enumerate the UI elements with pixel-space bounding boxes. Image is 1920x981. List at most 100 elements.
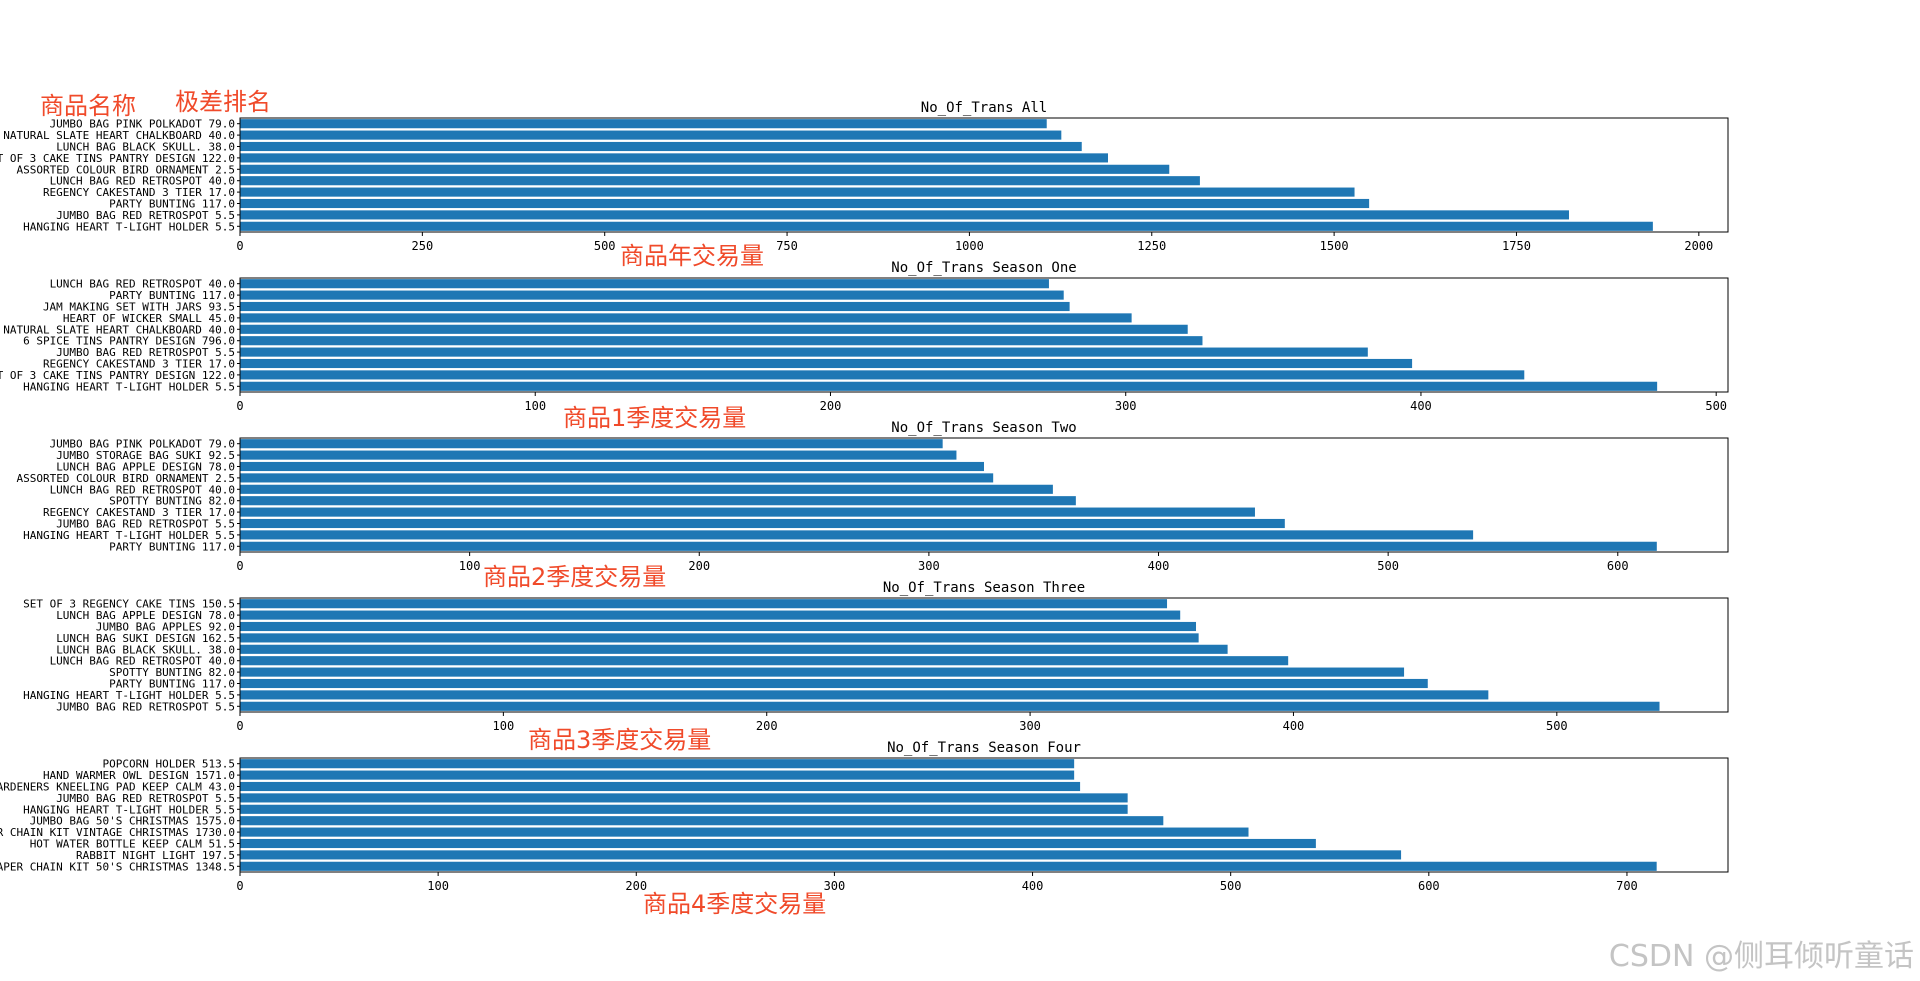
category-label: JUMBO BAG RED RETROSPOT 5.5 [56,700,235,713]
bar [240,370,1525,380]
annotation-panel-4: 商品3季度交易量 [528,726,712,754]
x-tick-label: 300 [1019,719,1041,733]
category-label: LUNCH BAG BLACK SKULL. 38.0 [56,141,235,154]
bar [240,187,1355,197]
bar [240,279,1049,289]
category-label: LUNCH BAG RED RETROSPOT 40.0 [50,483,235,496]
bar [240,667,1405,677]
x-tick-label: 0 [236,719,243,733]
category-label: NATURAL SLATE HEART CHALKBOARD 40.0 [3,129,235,142]
category-label: RABBIT NIGHT LIGHT 197.5 [76,849,235,862]
bar [240,644,1228,654]
bar [240,838,1316,849]
x-tick-label: 750 [776,239,798,253]
bar [240,850,1402,860]
x-tick-label: 100 [427,879,449,893]
bar [240,130,1062,140]
x-tick-label: 400 [1022,879,1044,893]
annotation-product-name: 商品名称 [40,92,136,120]
bar [240,759,1075,769]
category-label: HOT WATER BOTTLE KEEP CALM 51.5 [30,838,235,851]
category-label: JUMBO BAG RED RETROSPOT 5.5 [56,209,235,222]
x-tick-label: 500 [1546,719,1568,733]
bar [240,781,1081,792]
axes-frame [239,757,1729,873]
x-tick-label: 0 [236,239,243,253]
bar [240,770,1075,780]
bar [240,530,1474,540]
category-label: REGENCY CAKESTAND 3 TIER 17.0 [43,358,235,371]
category-label: REGENCY CAKESTAND 3 TIER 17.0 [43,506,235,519]
category-label: ASSORTED COLOUR BIRD ORNAMENT 2.5 [16,163,235,176]
category-label: JUMBO BAG PINK POLKADOT 79.0 [50,438,235,451]
x-tick-label: 500 [1377,559,1399,573]
bar [240,439,943,449]
chart-title: No_Of_Trans Season One [891,260,1076,276]
x-tick-label: 600 [1607,559,1629,573]
annotation-range-rank: 极差排名 [175,88,271,116]
category-label: SET OF 3 CAKE TINS PANTRY DESIGN 122.0 [0,369,235,382]
category-label: ASSORTED COLOUR BIRD ORNAMENT 2.5 [16,472,235,485]
bar [240,804,1128,814]
category-label: LUNCH BAG APPLE DESIGN 78.0 [56,609,235,622]
category-label: JUMBO BAG RED RETROSPOT 5.5 [56,792,235,805]
bar [240,678,1428,689]
axes-frame [239,437,1729,553]
bar [240,793,1128,803]
bar [240,381,1658,391]
x-tick-label: 100 [524,399,546,413]
category-label: PARTY BUNTING 117.0 [109,678,235,691]
bar [240,461,984,472]
category-label: 6 SPICE TINS PANTRY DESIGN 796.0 [23,335,235,348]
x-tick-label: 200 [756,719,778,733]
bar [240,324,1188,334]
bar [240,496,1076,506]
category-label: JUMBO BAG RED RETROSPOT 5.5 [56,518,235,531]
bar [240,701,1660,711]
category-label: NATURAL SLATE HEART CHALKBOARD 40.0 [3,323,235,336]
x-tick-label: 1000 [955,239,984,253]
category-label: SET OF 3 REGENCY CAKE TINS 150.5 [23,598,235,611]
x-tick-label: 100 [459,559,481,573]
watermark: CSDN @侧耳倾听童话 [1608,939,1914,974]
x-tick-label: 0 [236,879,243,893]
annotation-panel-2: 商品1季度交易量 [563,404,747,432]
category-label: GARDENERS KNEELING PAD KEEP CALM 43.0 [0,781,235,794]
x-tick-label: 1500 [1320,239,1349,253]
category-label: HEART OF WICKER SMALL 45.0 [63,312,235,325]
bar [240,450,957,460]
x-tick-label: 600 [1418,879,1440,893]
category-label: POPCORN HOLDER 513.5 [103,758,235,771]
bar [240,621,1197,632]
bar [240,484,1053,494]
category-label: JUMBO BAG RED RETROSPOT 5.5 [56,346,235,359]
axes-frame [239,117,1729,233]
category-label: PAPER CHAIN KIT 50'S CHRISTMAS 1348.5 [0,860,235,873]
bar [240,827,1249,837]
category-label: PARTY BUNTING 117.0 [109,540,235,553]
bar [240,221,1653,231]
chart-title: No_Of_Trans Season Two [891,420,1076,436]
bar [240,518,1285,529]
chart-title: No_Of_Trans All [921,100,1047,116]
category-label: PARTY BUNTING 117.0 [109,198,235,211]
category-label: HANGING HEART T-LIGHT HOLDER 5.5 [23,529,235,542]
x-tick-label: 0 [236,559,243,573]
x-tick-label: 500 [594,239,616,253]
bar [240,210,1569,220]
category-label: LUNCH BAG RED RETROSPOT 40.0 [50,278,235,291]
bar [240,541,1657,551]
x-tick-label: 200 [625,879,647,893]
x-tick-label: 250 [412,239,434,253]
bar [240,861,1657,871]
bar [240,358,1413,369]
bar [240,656,1289,666]
category-label: SPOTTY BUNTING 82.0 [109,495,235,508]
bar [240,633,1199,643]
category-label: JUMBO BAG PINK POLKADOT 79.0 [50,118,235,131]
annotation-panel-1: 商品年交易量 [620,242,764,270]
category-label: HANGING HEART T-LIGHT HOLDER 5.5 [23,380,235,393]
